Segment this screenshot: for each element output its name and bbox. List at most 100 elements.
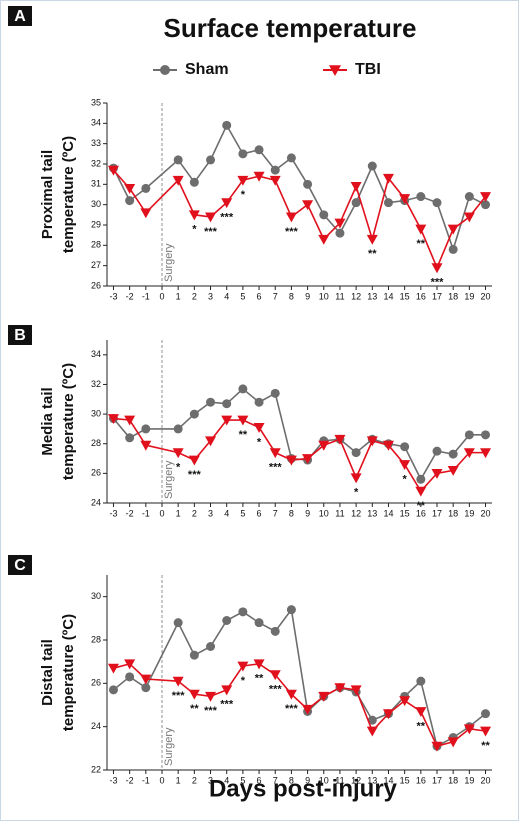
- x-tick-label: 18: [448, 291, 458, 301]
- significance-label: ***: [220, 212, 234, 224]
- x-tick-label: 1: [176, 291, 181, 301]
- x-tick-label: 2: [192, 291, 197, 301]
- point: [481, 200, 491, 210]
- point: [270, 388, 280, 398]
- point: [222, 120, 232, 130]
- x-tick-label: -2: [126, 291, 134, 301]
- point: [464, 192, 474, 202]
- significance-label: **: [417, 238, 426, 250]
- point: [107, 165, 119, 176]
- point: [350, 685, 362, 696]
- point: [108, 685, 118, 695]
- y-tick-label: 22: [91, 764, 101, 774]
- significance-label: *: [192, 224, 197, 236]
- point: [382, 709, 394, 720]
- x-tick-label: 1: [176, 508, 181, 518]
- y-axis-title: Proximal tail: [39, 150, 56, 239]
- x-tick-label: 17: [432, 508, 442, 518]
- point: [416, 192, 426, 202]
- x-tick-label: 8: [289, 291, 294, 301]
- point: [189, 409, 199, 419]
- x-tick-label: 15: [400, 775, 410, 785]
- x-tick-label: 16: [416, 508, 426, 518]
- point: [286, 153, 296, 163]
- point: [188, 210, 200, 221]
- point: [125, 433, 135, 443]
- x-tick-label: 6: [257, 291, 262, 301]
- x-tick-label: 5: [240, 291, 245, 301]
- significance-label: ***: [285, 703, 299, 715]
- point: [206, 155, 216, 165]
- x-tick-label: -1: [142, 775, 150, 785]
- point: [221, 415, 233, 426]
- point: [463, 448, 475, 459]
- x-tick-label: 15: [400, 291, 410, 301]
- x-tick-label: 11: [335, 508, 344, 518]
- point: [431, 741, 443, 752]
- point: [173, 618, 183, 628]
- point: [334, 218, 346, 229]
- x-tick-label: 20: [481, 775, 491, 785]
- y-axis-title: temperature (ºC): [60, 136, 77, 253]
- x-tick-label: 15: [400, 508, 410, 518]
- x-tick-label: 5: [240, 508, 245, 518]
- point: [188, 455, 200, 466]
- point: [125, 196, 135, 206]
- point: [237, 415, 249, 426]
- point: [432, 198, 442, 208]
- significance-label: **: [239, 429, 248, 441]
- point: [205, 436, 217, 447]
- point: [254, 618, 264, 628]
- point: [447, 224, 459, 235]
- point: [318, 440, 330, 451]
- point: [366, 436, 378, 447]
- point: [400, 442, 410, 452]
- x-tick-label: -3: [109, 291, 117, 301]
- y-tick-label: 26: [91, 468, 101, 478]
- point: [238, 607, 248, 617]
- x-tick-label: 18: [448, 508, 458, 518]
- point: [447, 737, 459, 748]
- point: [399, 194, 411, 205]
- point: [189, 177, 199, 187]
- x-tick-label: 19: [464, 775, 474, 785]
- point: [416, 676, 426, 686]
- point: [481, 709, 491, 719]
- point: [350, 473, 362, 484]
- point: [448, 449, 458, 459]
- y-tick-label: 26: [91, 678, 101, 688]
- x-tick-label: 6: [257, 508, 262, 518]
- significance-label: *: [176, 462, 181, 474]
- x-tick-label: 10: [319, 508, 329, 518]
- point: [285, 212, 297, 223]
- point: [399, 460, 411, 470]
- point: [140, 674, 152, 685]
- significance-label: **: [255, 673, 264, 685]
- point: [481, 430, 491, 440]
- point: [140, 440, 152, 451]
- point: [335, 228, 345, 238]
- point: [173, 155, 183, 165]
- point: [222, 399, 232, 409]
- y-axis-title: Distal tail: [39, 639, 56, 706]
- panel-label-box: [8, 555, 32, 575]
- legend-label: TBI: [355, 61, 381, 78]
- y-tick-label: 33: [91, 138, 101, 148]
- point: [351, 448, 361, 458]
- y-tick-label: 27: [91, 260, 101, 270]
- point: [270, 626, 280, 636]
- x-tick-label: 0: [159, 508, 164, 518]
- significance-label: **: [417, 720, 426, 732]
- x-tick-label: 1: [176, 775, 181, 785]
- x-tick-label: 13: [367, 508, 377, 518]
- y-tick-label: 30: [91, 408, 101, 418]
- x-tick-label: 12: [351, 775, 361, 785]
- x-tick-label: -2: [126, 775, 134, 785]
- x-tick-label: 13: [367, 775, 377, 785]
- panel-label-box: [8, 6, 32, 26]
- significance-label: ***: [269, 462, 283, 474]
- point: [107, 414, 119, 425]
- point: [318, 234, 330, 245]
- significance-label: ***: [204, 705, 218, 717]
